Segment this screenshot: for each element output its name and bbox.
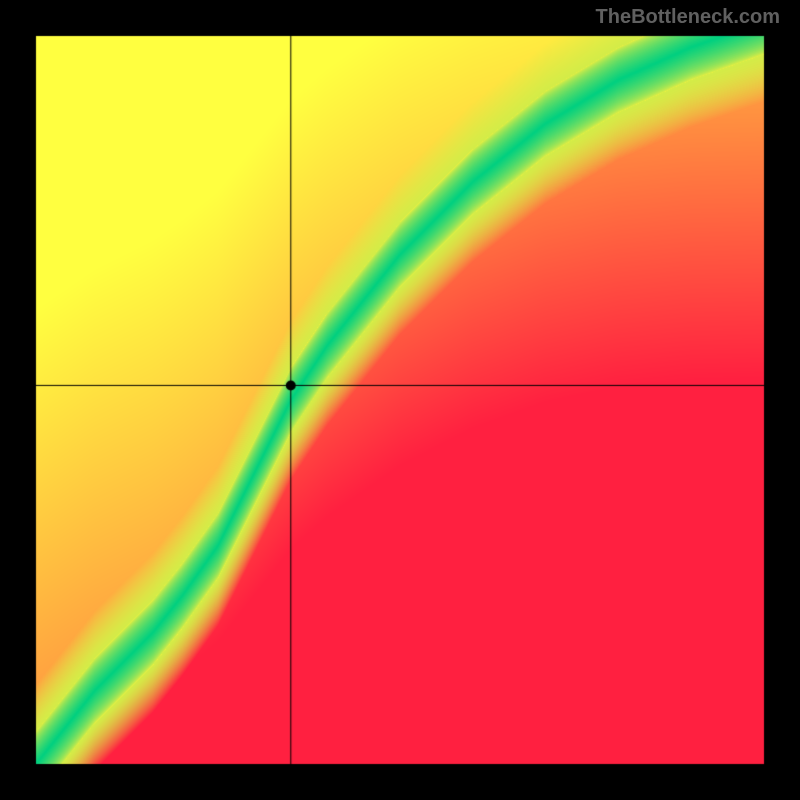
watermark-text: TheBottleneck.com — [596, 6, 780, 29]
heatmap-chart — [0, 0, 800, 800]
